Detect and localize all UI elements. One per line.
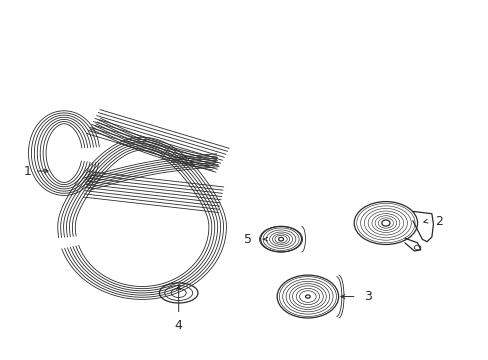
Text: 1: 1 bbox=[23, 165, 31, 177]
Text: 5: 5 bbox=[244, 233, 251, 246]
Text: 2: 2 bbox=[434, 215, 442, 228]
Text: 3: 3 bbox=[363, 290, 371, 303]
Text: 4: 4 bbox=[174, 319, 182, 332]
